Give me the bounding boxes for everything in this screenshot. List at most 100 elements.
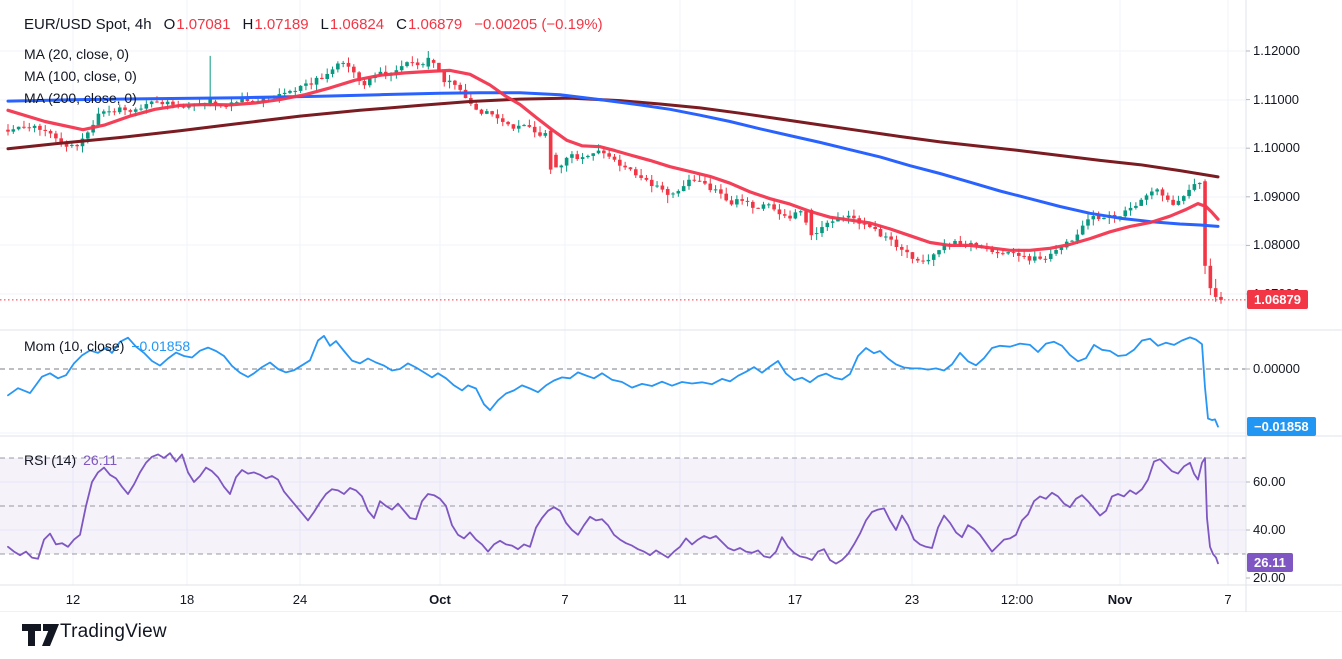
candle-body (580, 157, 585, 160)
candle-body (298, 85, 303, 91)
candle-body (745, 200, 750, 202)
candle-body (144, 104, 149, 109)
candle-body (1187, 189, 1191, 197)
candle-body (602, 150, 606, 154)
candle-body (1123, 210, 1128, 217)
candle-body (1059, 247, 1064, 250)
candle-body (16, 126, 21, 130)
time-axis-label: 7 (561, 592, 569, 607)
rsi-legend-label: RSI (14) (24, 452, 77, 468)
candle-body (548, 130, 553, 170)
candle-body (527, 125, 532, 127)
candle-body (261, 97, 266, 102)
candle-body (703, 180, 707, 184)
candle-body (687, 179, 691, 187)
price-axis-label: 1.09000 (1253, 188, 1300, 204)
candle-body (336, 63, 340, 70)
candle-body (453, 80, 457, 85)
candle-body (139, 108, 143, 110)
candle-body (910, 252, 915, 259)
time-axis-label: Oct (429, 592, 451, 607)
candle-body (1171, 199, 1175, 205)
candle-body (213, 101, 218, 105)
candle-body (293, 90, 298, 92)
symbol-header[interactable]: EUR/USD Spot, 4h O1.07081 H1.07189 L1.06… (24, 16, 603, 36)
candle-body (554, 154, 558, 168)
candle-body (22, 126, 26, 128)
symbol-title[interactable]: EUR/USD Spot, 4h (24, 16, 152, 33)
candle-body (27, 127, 32, 129)
candle-body (1032, 256, 1037, 261)
price-axis-label: 1.12000 (1253, 43, 1300, 58)
candle-body (889, 236, 893, 240)
candle-body (612, 156, 617, 160)
candle-body (43, 129, 48, 131)
candle-body (458, 84, 463, 90)
ma200-legend[interactable]: MA (200, close, 0) (24, 90, 137, 106)
price-axis-label: 1.11000 (1253, 91, 1300, 107)
candle-body (399, 66, 404, 71)
candle-body (1144, 195, 1149, 200)
candle-body (899, 246, 904, 250)
candle-body (1006, 252, 1010, 254)
candle-body (437, 62, 441, 72)
candle-body (1192, 184, 1197, 190)
candle-body (1022, 255, 1026, 257)
time-axis-label: 12:00 (1000, 592, 1034, 607)
candle-body (830, 221, 835, 223)
ohlc-close: C1.06879 (396, 16, 463, 33)
candle-body (724, 193, 729, 201)
candle-body (777, 209, 782, 215)
candle-body (304, 83, 308, 86)
candle-body (1139, 199, 1143, 206)
candle-body (1054, 249, 1058, 254)
ohlc-high: H1.07189 (242, 16, 309, 33)
rsi-badge: 26.11 (1247, 553, 1293, 572)
candle-body (1165, 195, 1170, 200)
candle-body (623, 165, 627, 168)
candle-body (495, 114, 500, 119)
candle-body (921, 260, 925, 262)
candle-body (974, 242, 979, 246)
candle-body (735, 199, 739, 205)
candle-body (884, 236, 888, 238)
time-axis-label: 23 (904, 592, 920, 607)
last-price-badge: 1.06879 (1247, 290, 1308, 309)
candle-body (415, 62, 420, 66)
ma20-legend[interactable]: MA (20, close, 0) (24, 46, 130, 62)
candle-body (937, 250, 941, 255)
candle-body (500, 118, 505, 122)
candle-body (751, 201, 755, 208)
candle-body (64, 142, 69, 147)
momentum-axis-label: 0.00000 (1253, 361, 1300, 376)
candle-body (782, 214, 787, 216)
candle-body (804, 211, 808, 223)
rsi-legend[interactable]: RSI (14) 26.11 (24, 452, 117, 468)
candle-body (240, 98, 244, 103)
ma100-legend[interactable]: MA (100, close, 0) (24, 68, 137, 84)
candle-body (1176, 200, 1181, 205)
ma200-line (6, 96, 1220, 179)
candle-body (905, 249, 909, 253)
candle-body (352, 66, 356, 73)
candle-body (665, 189, 670, 195)
candle-body (607, 153, 611, 157)
candle-body (506, 121, 510, 125)
chart-canvas[interactable] (0, 0, 1342, 612)
momentum-legend[interactable]: Mom (10, close) −0.01858 (24, 338, 190, 354)
candle-body (1102, 217, 1106, 220)
candle-body (862, 223, 867, 225)
candle-body (208, 98, 212, 104)
candle-body (362, 81, 367, 86)
candle-body (740, 199, 744, 201)
tradingview-logo-icon[interactable] (21, 621, 61, 649)
candle-body (1155, 189, 1159, 192)
tradingview-wordmark[interactable]: TradingView (60, 621, 167, 642)
candle-body (282, 92, 287, 94)
candle-body (1070, 240, 1074, 242)
candle-body (559, 165, 564, 168)
candle-body (942, 244, 947, 251)
candle-body (1128, 207, 1133, 211)
candle-body (330, 69, 335, 74)
candle-body (1096, 216, 1101, 220)
